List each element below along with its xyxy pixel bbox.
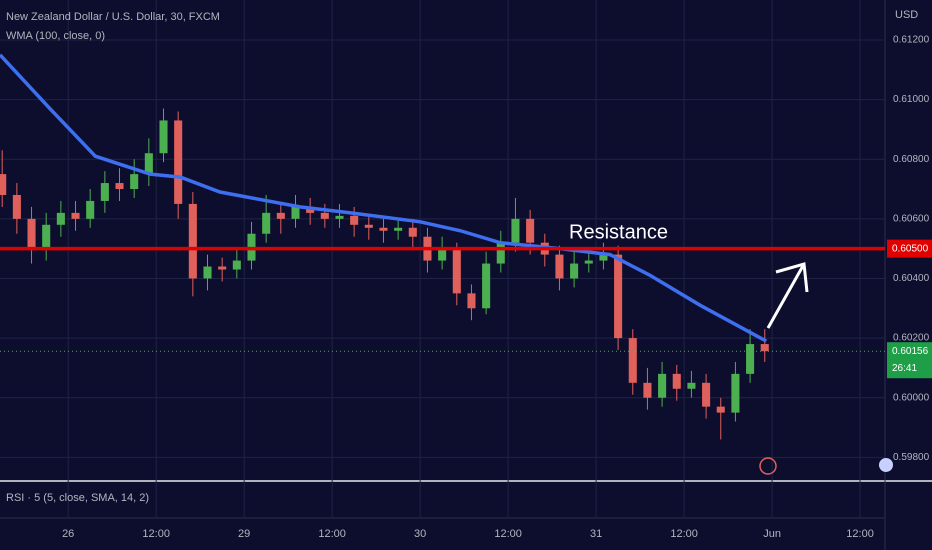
candle-body	[27, 218, 36, 249]
candle-body	[130, 174, 139, 190]
y-tick-label: 0.61000	[893, 94, 930, 105]
candle-body	[555, 254, 564, 279]
candle-body	[115, 183, 124, 190]
candle-body	[438, 248, 447, 261]
x-tick-label: 12:00	[670, 528, 698, 540]
candle-body	[335, 215, 344, 219]
candle-body	[408, 227, 417, 237]
candle-body	[716, 406, 725, 413]
candle-body	[71, 212, 80, 219]
y-tick-label: 0.60600	[893, 213, 930, 224]
price-label: 0.60156	[892, 346, 929, 357]
wma-line	[0, 53, 768, 343]
candle-body	[262, 212, 271, 234]
candle-body	[306, 206, 315, 213]
annotation: Resistance	[569, 221, 668, 243]
indicator-label: RSI · 5 (5, close, SMA, 14, 2)	[6, 492, 149, 504]
candle-body	[658, 373, 667, 398]
candle-body	[394, 227, 403, 231]
alert-icon[interactable]	[759, 457, 777, 475]
arrow	[766, 262, 809, 329]
candle-body	[350, 215, 359, 225]
candle-body	[496, 242, 505, 264]
candle-body	[218, 266, 227, 270]
candle-body	[760, 344, 769, 352]
price-label-box	[887, 342, 932, 379]
x-tick-label: 12:00	[846, 528, 874, 540]
legend-entry: WMA (100, close, 0)	[6, 30, 105, 42]
x-tick-label: 12:00	[318, 528, 346, 540]
candle-body	[42, 224, 51, 249]
candle-body	[203, 266, 212, 279]
candle-body	[0, 174, 7, 195]
candle-body	[511, 218, 520, 243]
flag-icon	[879, 458, 893, 472]
candle-body	[86, 200, 95, 219]
candle-body	[188, 203, 197, 279]
candle-body	[232, 260, 241, 270]
candle-body	[100, 183, 109, 201]
y-tick-label: 0.60200	[893, 333, 930, 344]
price-labels: 0.60500 0.60156 26:41	[887, 239, 932, 379]
price-label-box	[887, 239, 932, 258]
candle-body	[276, 212, 285, 219]
y-tick-label: 0.60400	[893, 273, 930, 284]
x-tick-label: 31	[590, 528, 602, 540]
candle-body	[379, 227, 388, 231]
candle-body	[570, 263, 579, 279]
marks	[0, 53, 885, 440]
candle-body	[452, 248, 461, 294]
candle-body	[291, 206, 300, 219]
candle-body	[731, 373, 740, 413]
countdown: 26:41	[892, 363, 917, 374]
candle-body	[159, 120, 168, 154]
candle-body	[467, 293, 476, 309]
x-tick-label: 12:00	[142, 528, 170, 540]
y-tick-label: 0.60800	[893, 154, 930, 165]
x-tick-label: 30	[414, 528, 426, 540]
candle-body	[628, 338, 637, 383]
candle-body	[12, 194, 21, 219]
candle-body	[599, 254, 608, 261]
candle-body	[56, 212, 65, 225]
candle-body	[584, 260, 593, 264]
candle-body	[746, 344, 755, 374]
axis-unit: USD	[895, 9, 918, 21]
y-tick-label: 0.60000	[893, 392, 930, 403]
candle-body	[672, 373, 681, 389]
candle-body	[364, 224, 373, 228]
y-tick-label: 0.59800	[893, 452, 930, 463]
x-tick-label: 26	[62, 528, 74, 540]
x-tick-label: Jun	[763, 528, 781, 540]
x-tick-label: 12:00	[494, 528, 522, 540]
price-label: 0.60500	[892, 243, 929, 254]
candle-body	[643, 382, 652, 398]
candle-body	[482, 263, 491, 309]
candle-body	[702, 382, 711, 407]
candle-body	[174, 120, 183, 204]
grid	[0, 0, 885, 518]
candle-body	[614, 254, 623, 339]
candle-body	[687, 382, 696, 389]
candle-body	[526, 218, 535, 243]
candle-body	[320, 212, 329, 219]
candle-body	[144, 153, 153, 175]
x-tick-label: 29	[238, 528, 250, 540]
chart-title: New Zealand Dollar / U.S. Dollar, 30, FX…	[6, 11, 220, 23]
y-tick-label: 0.61200	[893, 35, 930, 46]
